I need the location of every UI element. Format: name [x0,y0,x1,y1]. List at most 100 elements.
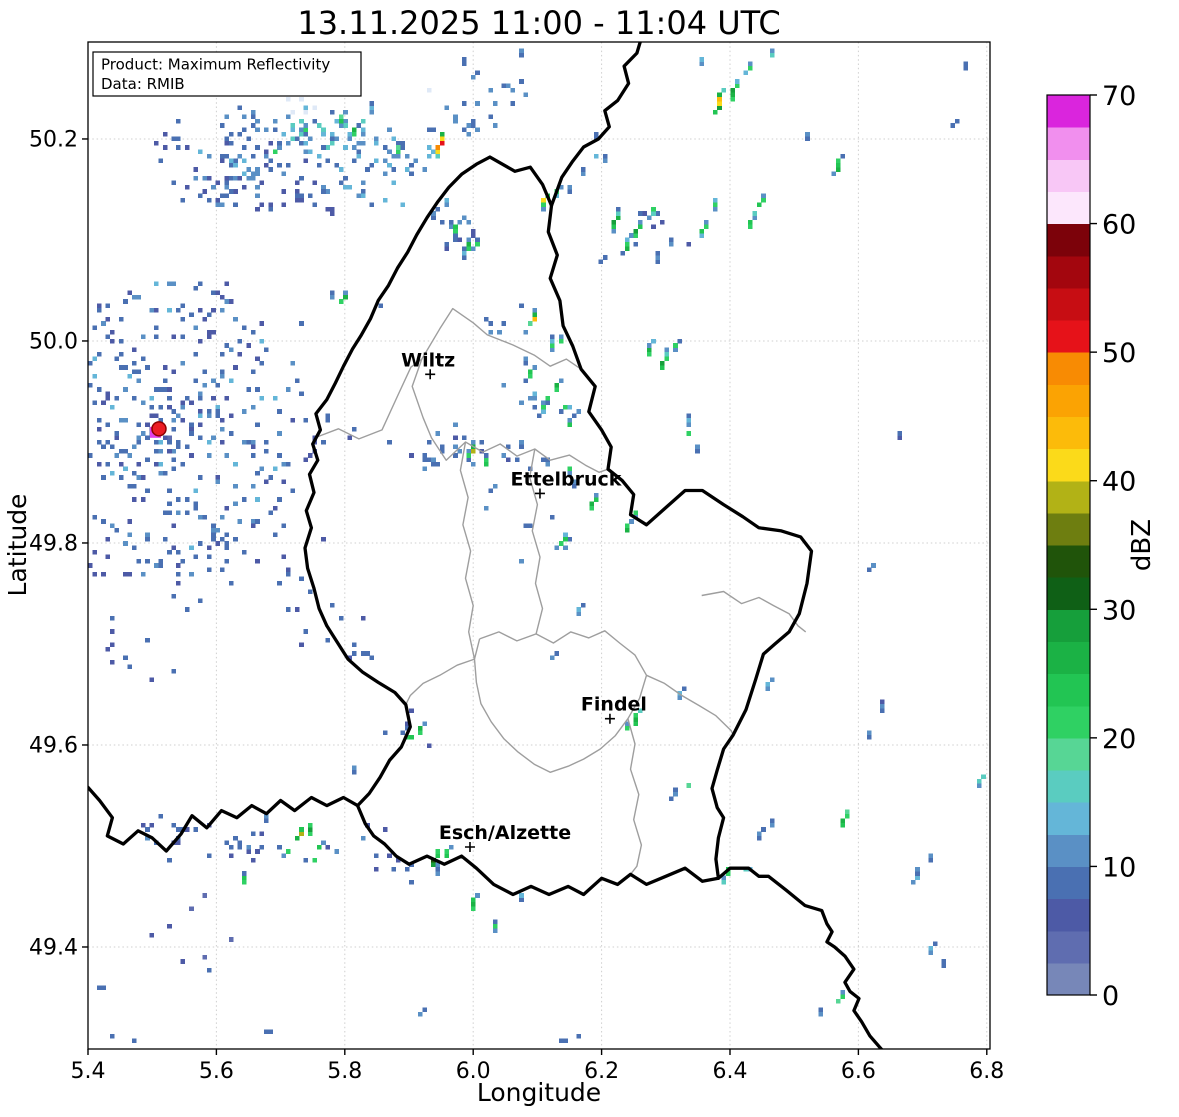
echo-pixel [110,404,115,410]
echo-pixel [167,448,172,454]
echo-pixel [250,114,256,119]
plot-title: 13.11.2025 11:00 - 11:04 UTC [297,4,780,42]
echo-pixel [466,220,471,225]
echo-pixel [651,224,656,229]
echo-pixel [567,404,573,410]
colorbar-tick-label: 70 [1102,81,1136,112]
echo-pixel [259,321,265,326]
echo-pixel [536,413,542,419]
echo-pixel [576,409,581,414]
echo-pixel [215,404,221,410]
echo-pixel [224,541,229,546]
echo-pixel [171,136,177,141]
echo-pixel [352,765,357,771]
echo-pixel [466,453,471,458]
echo-pixel [180,418,185,423]
echo-pixel [462,246,467,251]
echo-pixel [189,422,194,427]
colorbar-cell [1047,159,1090,193]
echo-pixel [360,180,366,185]
echo-pixel [382,145,388,150]
echo-pixel [242,409,247,414]
echo-pixel [136,422,141,427]
echo-pixel [242,497,247,502]
echo-pixel [457,237,463,243]
echo-pixel [246,844,251,850]
echo-pixel [154,281,159,287]
x-tick-label: 6.6 [841,1059,876,1084]
echo-pixel [462,255,467,260]
echo-pixel [105,646,111,652]
echo-pixel [184,510,190,515]
echo-pixel [589,506,595,511]
echo-pixel [396,858,401,863]
echo-pixel [171,523,177,529]
colorbar-cell [1047,352,1090,385]
echo-pixel [470,118,476,124]
echo-pixel [360,616,366,621]
echo-pixel [418,726,423,731]
echo-pixel [162,470,168,476]
echo-pixel [453,114,458,119]
echo-pixel [211,378,216,383]
echo-pixel [118,475,124,480]
echo-pixel [321,127,326,133]
radar-site-marker [149,421,167,438]
echo-pixel [176,136,181,141]
echo-pixel [558,184,564,190]
echo-pixel [171,409,177,414]
echo-pixel [281,462,287,467]
echo-pixel [519,400,524,405]
echo-pixel [330,211,335,216]
echo-pixel [638,220,643,225]
echo-pixel [440,444,445,449]
echo-pixel [145,536,150,542]
echo-pixel [717,101,722,106]
echo-pixel [206,440,212,445]
echo-pixel [299,140,304,146]
echo-pixel [374,136,379,141]
echo-pixel [686,413,691,419]
echo-pixel [154,413,159,419]
echo-pixel [127,572,133,577]
echo-pixel [928,858,933,863]
echo-pixel [840,994,845,999]
echo-pixel [620,250,625,256]
echo-pixel [149,822,155,828]
echo-pixel [299,127,304,133]
country-border-line [716,866,884,1049]
echo-pixel [220,536,225,542]
echo-pixel [158,814,163,819]
echo-pixel [259,844,265,850]
echo-pixel [435,871,441,876]
echo-pixel [114,528,119,533]
echo-pixel [242,158,247,163]
echo-pixel [299,118,304,124]
echo-pixel [484,462,489,467]
echo-pixel [308,193,313,199]
echo-pixel [646,347,652,353]
echo-pixel [338,180,344,185]
echo-pixel [382,730,388,735]
colorbar-cell [1047,95,1090,128]
echo-pixel [308,149,313,155]
echo-pixel [721,88,727,93]
echo-pixel [360,140,366,146]
echo-pixel [206,413,212,419]
echo-pixel [228,162,234,168]
y-axis-ticks: 49.4 49.6 49.8 50.0 50.2 [29,127,88,960]
echo-pixel [303,149,309,155]
echo-pixel [567,466,573,471]
echo-pixel [224,154,229,159]
echo-pixel [567,184,573,190]
echo-pixel [189,572,194,577]
echo-pixel [563,404,568,410]
echo-pixel [88,382,93,388]
echo-pixel [272,532,278,537]
echo-pixel [193,167,199,172]
colorbar-cell [1047,191,1090,225]
echo-pixel [484,506,489,511]
echo-pixel [198,409,203,414]
echo-pixel [294,198,300,203]
echo-pixel [836,998,841,1004]
